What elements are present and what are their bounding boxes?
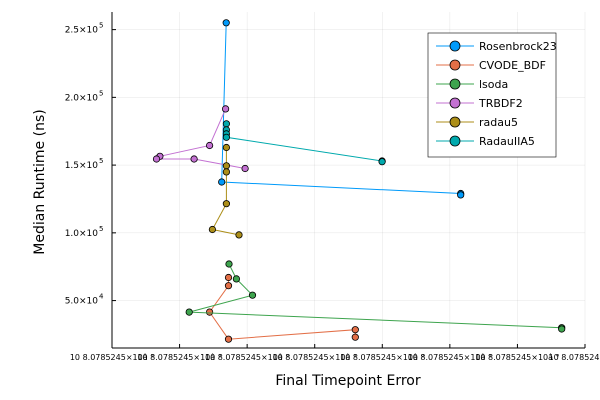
series-point <box>378 158 386 166</box>
x-tick-label: 10 8.0785245×10â ° <box>205 353 289 362</box>
series-point <box>351 333 359 341</box>
y-tick-exponent: 5 <box>99 225 103 233</box>
series-layer <box>152 19 566 343</box>
series-point <box>222 120 230 128</box>
series-point <box>206 308 214 316</box>
legend-marker <box>449 97 461 109</box>
series-point <box>351 326 359 334</box>
x-tick-label: 10 8.0785245×10â ° <box>70 353 154 362</box>
legend-label: Rosenbrock23 <box>479 40 557 53</box>
series-point <box>222 162 230 170</box>
legend-box <box>427 32 557 158</box>
x-tick-label: 10 8.0785245×10â ° <box>408 353 492 362</box>
series-point <box>152 155 161 163</box>
series-point <box>232 275 240 283</box>
series-point <box>222 143 230 152</box>
legend-marker <box>449 78 461 90</box>
legend-label: lsoda <box>479 78 508 91</box>
series-point <box>235 231 243 239</box>
series-point <box>558 325 566 333</box>
series-point <box>208 225 216 234</box>
legend-label: CVODE_BDF <box>479 59 546 72</box>
y-tick-label: 1.5×10 <box>65 161 99 171</box>
series-point <box>190 155 198 163</box>
series-point <box>241 164 249 173</box>
y-tick-label: 2.5×10 <box>65 26 99 36</box>
x-tick-label: 10 8.0785245×10â ° <box>273 353 357 362</box>
grid-layer <box>111 12 586 348</box>
series-point <box>457 191 465 199</box>
series-point <box>225 260 233 268</box>
y-tick-label: 1.0×10 <box>65 229 99 239</box>
legend-marker <box>449 59 461 71</box>
legend-label: radau5 <box>479 116 518 129</box>
y-tick-exponent: 5 <box>99 22 103 30</box>
x-tick-label: 10 8.0785245×10 <box>549 353 600 362</box>
y-tick-label: 5.0×10 <box>65 297 99 307</box>
axis-layer <box>111 12 586 349</box>
legend-marker <box>449 40 461 52</box>
x-axis-title: Final Timepoint Error <box>275 373 421 389</box>
series-point <box>222 200 230 208</box>
x-tick-label: 10 8.0785245×10â ° <box>475 353 559 362</box>
series-point <box>206 141 214 150</box>
y-tick-exponent: 5 <box>99 89 103 97</box>
series-point <box>224 335 233 343</box>
y-axis-title: Median Runtime (ns) <box>32 109 48 254</box>
series-point <box>224 273 233 282</box>
legend-marker <box>449 135 461 147</box>
y-tick-exponent: 5 <box>99 157 103 165</box>
series-point <box>222 168 230 176</box>
series-point <box>224 282 233 290</box>
series-point <box>248 291 257 299</box>
series-point <box>218 178 226 186</box>
y-tick-label: 2.0×10 <box>65 93 99 103</box>
legend-label: TRBDF2 <box>478 97 523 110</box>
series-point <box>222 19 230 27</box>
legend-label: RadauIIA5 <box>479 135 535 148</box>
legend-marker <box>449 116 461 128</box>
series-point <box>222 133 230 141</box>
series-point <box>222 105 230 113</box>
x-tick-label: 10 8.0785245×10â ° <box>137 353 221 362</box>
tick-label-layer: 10 8.0785245×10â °10 8.0785245×10â °10 8… <box>65 22 600 362</box>
x-tick-label: 10 8.0785245×10â ° <box>340 353 424 362</box>
series-point <box>185 308 193 316</box>
y-tick-exponent: 4 <box>99 293 104 301</box>
